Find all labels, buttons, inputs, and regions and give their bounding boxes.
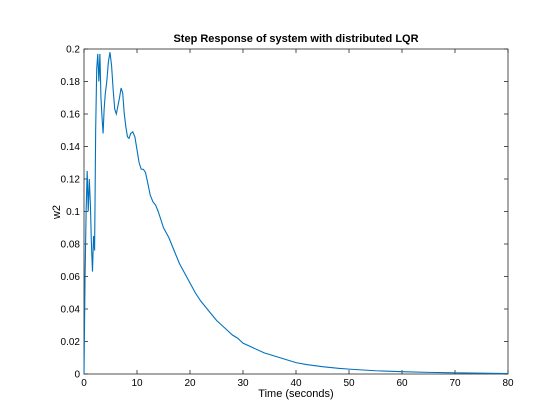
x-tick-label: 60 <box>396 378 408 389</box>
x-tick-label: 70 <box>449 378 461 389</box>
x-axis-label: Time (seconds) <box>258 388 333 400</box>
x-tick-label: 30 <box>237 378 249 389</box>
x-axis: 0 10 20 30 40 50 60 70 80 <box>81 49 514 389</box>
y-axis-label: w2 <box>51 205 63 220</box>
y-tick-label: 0.06 <box>61 272 81 283</box>
x-tick-label: 50 <box>343 378 355 389</box>
y-tick-label: 0 <box>74 370 80 381</box>
x-tick-label: 10 <box>131 378 143 389</box>
plot-area <box>83 48 509 375</box>
y-tick-label: 0.04 <box>61 305 81 316</box>
y-tick-label: 0.16 <box>61 110 81 121</box>
y-tick-label: 0.1 <box>66 207 80 218</box>
y-tick-label: 0.18 <box>61 77 81 88</box>
y-tick-label: 0.08 <box>61 240 81 251</box>
x-tick-label: 20 <box>184 378 196 389</box>
y-tick-label: 0.02 <box>61 337 81 348</box>
y-tick-label: 0.2 <box>66 45 80 56</box>
y-tick-label: 0.14 <box>61 142 81 153</box>
chart-title: Step Response of system with distributed… <box>173 33 418 45</box>
x-tick-label: 80 <box>502 378 514 389</box>
y-tick-label: 0.12 <box>61 175 81 186</box>
series-line-w2 <box>83 52 509 375</box>
x-tick-label: 0 <box>81 378 87 389</box>
x-tick-label: 40 <box>290 378 302 389</box>
